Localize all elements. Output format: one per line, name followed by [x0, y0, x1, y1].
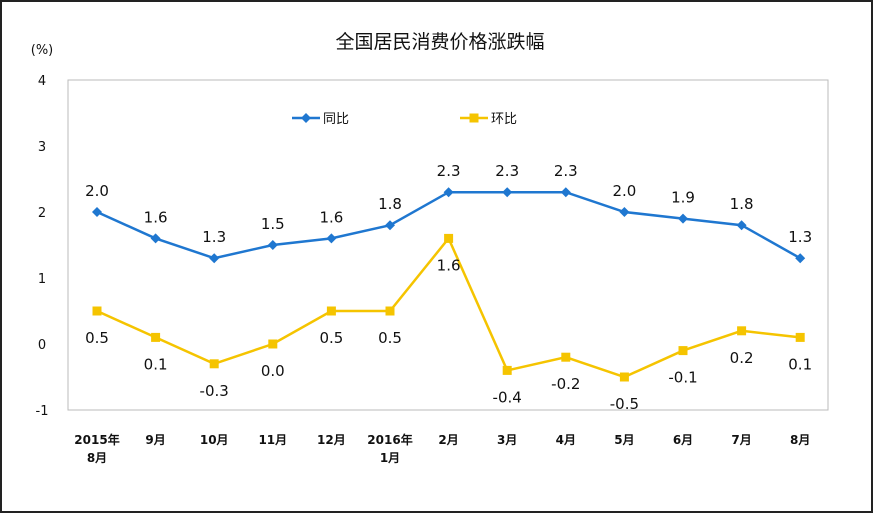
plot-area — [67, 79, 829, 411]
data-label: 2.3 — [495, 162, 519, 180]
y-tick-label: 0 — [38, 338, 46, 353]
data-label: 1.3 — [202, 228, 226, 246]
data-point — [92, 306, 102, 316]
data-label: -0.2 — [551, 375, 580, 393]
data-point — [326, 306, 336, 316]
x-tick-label: 6月 — [673, 433, 693, 447]
legend-marker — [469, 113, 479, 123]
data-point — [619, 207, 630, 217]
data-point — [385, 220, 395, 231]
data-point — [678, 346, 688, 356]
data-label: 1.8 — [730, 195, 754, 213]
data-point — [444, 233, 454, 243]
data-label: 1.6 — [144, 208, 168, 226]
legend-marker — [301, 113, 311, 123]
chart-title: 全国居民消费价格涨跌幅 — [335, 31, 544, 53]
data-label: 0.0 — [261, 362, 285, 380]
y-tick-label: 2 — [38, 206, 46, 221]
data-label: -0.5 — [610, 395, 639, 413]
data-point — [795, 253, 806, 264]
x-tick-label: 4月 — [556, 433, 576, 447]
series-环比: 0.5 0.1 -0.3 0.0 0.5 0.5 1.6 -0.4 -0.2 -0.5 -0.1 0.… — [85, 233, 812, 413]
x-tick-label: 7月 — [731, 433, 751, 447]
data-point — [443, 187, 454, 198]
data-point — [619, 372, 629, 382]
data-label: 1.9 — [671, 189, 695, 207]
data-label: 2.0 — [85, 182, 109, 200]
data-label: 1.5 — [261, 215, 285, 233]
data-point — [209, 253, 220, 264]
data-label: 1.3 — [788, 228, 812, 246]
data-label: -0.1 — [668, 369, 697, 387]
data-point — [737, 326, 747, 336]
y-tick-label: 1 — [38, 272, 46, 287]
data-label: 2.3 — [554, 162, 578, 180]
data-point — [92, 207, 102, 217]
data-label: 0.2 — [730, 349, 754, 367]
x-tick-label: 8月 — [790, 433, 810, 447]
legend-label: 同比 — [323, 112, 349, 127]
x-tick-label: 2016年 1月 — [367, 432, 412, 465]
x-tick-label: 2月 — [438, 433, 458, 447]
x-tick-label: 5月 — [614, 433, 634, 447]
legend-item: 同比 — [292, 112, 349, 127]
data-label: 0.5 — [319, 329, 343, 347]
data-point — [151, 332, 161, 342]
x-tick-label: 11月 — [258, 433, 287, 447]
data-label: 0.5 — [85, 329, 109, 347]
x-tick-label: 9月 — [145, 433, 165, 447]
data-label: 1.6 — [319, 208, 343, 226]
data-label: -0.3 — [200, 382, 229, 400]
data-point — [209, 359, 219, 369]
data-point — [502, 187, 513, 198]
legend-item: 环比 — [460, 112, 517, 127]
data-point — [795, 332, 805, 342]
y-tick-label: 3 — [38, 140, 46, 155]
data-point — [561, 352, 571, 362]
data-point — [502, 365, 512, 375]
x-tick-label: 2015年 8月 — [74, 432, 119, 465]
x-tick-label: 12月 — [317, 433, 346, 447]
data-point — [736, 220, 747, 231]
series-同比: 2.0 1.6 1.3 1.5 1.6 1.8 2.3 2.3 2.3 2.0 1.9 1.8 1.3 — [85, 162, 812, 264]
data-point — [268, 339, 278, 349]
data-label: 0.5 — [378, 329, 402, 347]
x-tick-label: 10月 — [200, 433, 229, 447]
data-point — [678, 213, 688, 224]
data-label: 2.3 — [437, 162, 461, 180]
data-point — [326, 233, 337, 244]
data-label: -0.4 — [493, 388, 522, 406]
y-tick-label: -1 — [36, 404, 49, 419]
data-point — [560, 187, 571, 198]
y-tick-label: 4 — [38, 74, 46, 89]
data-point — [385, 306, 395, 316]
x-tick-label: 3月 — [497, 433, 517, 447]
data-point — [267, 240, 278, 250]
data-label: 0.1 — [144, 355, 168, 373]
data-label: 0.1 — [788, 355, 812, 373]
data-label: 2.0 — [612, 182, 636, 200]
legend-label: 环比 — [491, 112, 517, 127]
data-point — [150, 233, 161, 244]
data-label: 1.6 — [437, 256, 461, 274]
data-label: 1.8 — [378, 195, 402, 213]
y-axis-unit: (%) — [31, 43, 54, 58]
